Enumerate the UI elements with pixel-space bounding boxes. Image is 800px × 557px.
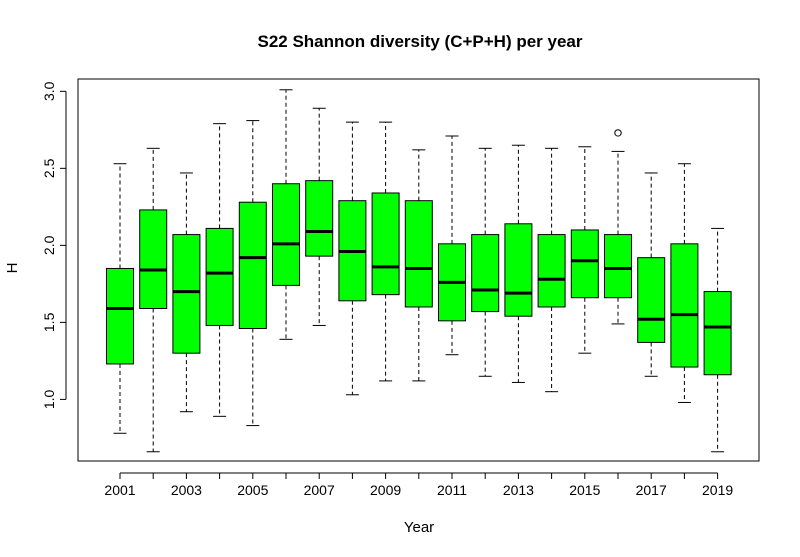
y-axis-label: H <box>4 263 21 274</box>
iqr-box <box>371 192 400 296</box>
y-axis: 1.0 1.5 2.0 2.5 3.0 <box>41 81 67 409</box>
iqr-box <box>703 291 732 376</box>
box-2007 <box>305 107 334 326</box>
x-tick-label: 2013 <box>503 482 534 498</box>
box-2003 <box>172 172 201 413</box>
x-tick-label: 2019 <box>702 482 733 498</box>
iqr-box <box>106 267 134 365</box>
box-2006 <box>272 89 300 340</box>
iqr-box <box>305 180 334 257</box>
iqr-box <box>637 257 666 343</box>
iqr-box <box>272 183 300 286</box>
iqr-box <box>537 234 566 308</box>
box-2009 <box>371 121 400 382</box>
box-2002 <box>139 147 168 453</box>
x-tick-label: 2017 <box>636 482 667 498</box>
y-tick-label: 2.0 <box>41 235 57 255</box>
iqr-box <box>504 223 533 317</box>
box-2014 <box>537 147 566 393</box>
plot-frame <box>77 78 760 462</box>
x-tick-label: 2005 <box>237 482 268 498</box>
box-2019 <box>703 227 732 453</box>
x-axis: 2001 2003 2005 2007 2009 2011 2013 2015 2017 2019 <box>104 472 733 498</box>
x-tick-label: 2011 <box>437 482 467 498</box>
box-2005 <box>238 120 267 427</box>
iqr-box <box>238 201 267 330</box>
box-2018 <box>670 163 699 403</box>
box-2011 <box>438 135 466 356</box>
iqr-box <box>172 234 201 354</box>
box-2004 <box>205 123 234 417</box>
iqr-box <box>604 234 632 299</box>
x-tick-label: 2001 <box>104 482 135 498</box>
x-tick-label: 2009 <box>370 482 401 498</box>
iqr-box <box>570 229 599 299</box>
box-2010 <box>404 149 433 382</box>
box-2015 <box>570 146 599 354</box>
iqr-box <box>471 234 500 313</box>
iqr-box <box>205 227 234 326</box>
y-tick-label: 3.0 <box>41 81 57 101</box>
x-tick-label: 2003 <box>171 482 202 498</box>
box-2017 <box>637 172 666 377</box>
iqr-box <box>139 209 168 310</box>
iqr-box <box>670 243 699 368</box>
chart-title: S22 Shannon diversity (C+P+H) per year <box>257 32 582 51</box>
x-axis-label: Year <box>404 519 434 536</box>
box-2008 <box>338 121 367 396</box>
y-tick-label: 1.5 <box>41 312 57 332</box>
box-2001 <box>106 163 134 434</box>
y-tick-label: 1.0 <box>41 389 57 409</box>
iqr-box <box>404 200 433 308</box>
outlier-point <box>614 129 622 137</box>
box-2016 <box>604 129 632 325</box>
box-2012 <box>471 147 500 377</box>
plot-area <box>106 89 732 453</box>
box-2013 <box>504 144 533 383</box>
x-tick-label: 2007 <box>304 482 335 498</box>
x-tick-label: 2015 <box>569 482 600 498</box>
y-tick-label: 2.5 <box>41 158 57 178</box>
